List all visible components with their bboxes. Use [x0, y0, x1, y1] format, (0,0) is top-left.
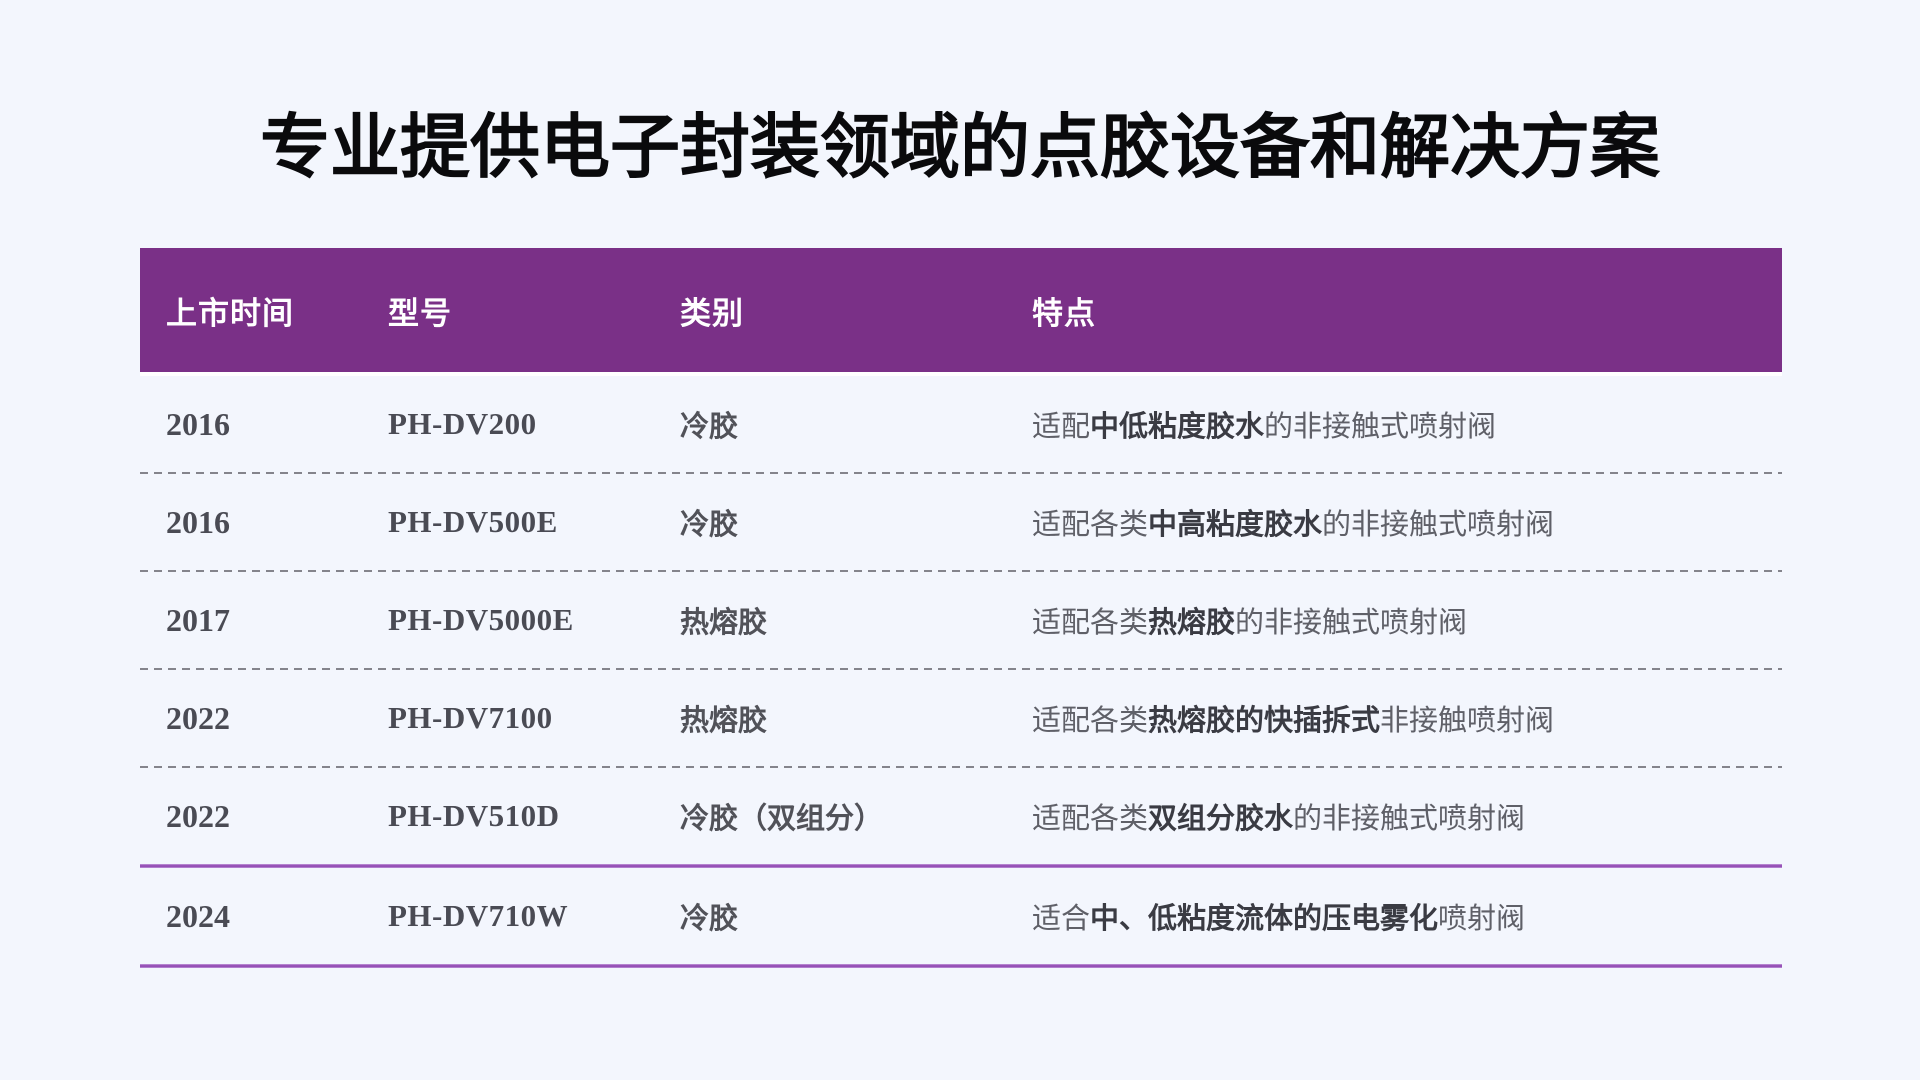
feature-suffix: 喷射阀	[1438, 903, 1526, 935]
feature-bold: 中低粘度胶水	[1090, 411, 1265, 443]
category-cell: 热熔胶	[680, 607, 768, 639]
table-row: 2024 PH-DV710W 冷胶 适合中、低粘度流体的压电雾化喷射阀	[140, 868, 1782, 964]
model-cell: PH-DV5000E	[388, 602, 574, 637]
model-cell: PH-DV510D	[388, 798, 560, 833]
feature-prefix: 适配各类	[1032, 705, 1149, 737]
category-cell: 冷胶	[680, 509, 739, 541]
table-row: 2017 PH-DV5000E 热熔胶 适配各类热熔胶的非接触式喷射阀	[140, 572, 1782, 668]
table-row: 2022 PH-DV510D 冷胶（双组分） 适配各类双组分胶水的非接触式喷射阀	[140, 768, 1782, 864]
feature-prefix: 适配各类	[1032, 607, 1149, 639]
feature-bold: 中、低粘度流体的压电雾化	[1090, 903, 1439, 935]
model-cell: PH-DV7100	[388, 700, 553, 735]
feature-cell: 适配各类双组分胶水的非接触式喷射阀	[1032, 795, 1782, 837]
feature-bold: 双组分胶水	[1148, 803, 1294, 835]
feature-cell: 适配中低粘度胶水的非接触式喷射阀	[1032, 403, 1782, 445]
row-divider-dashed	[140, 766, 1782, 768]
feature-prefix: 适合	[1032, 903, 1091, 935]
year-cell: 2024	[166, 897, 230, 934]
year-cell: 2017	[166, 601, 230, 638]
product-table: 上市时间 型号 类别 特点 2016 PH-DV200 冷胶 适配中低粘度胶水的…	[140, 248, 1782, 968]
table-bottom-border	[140, 964, 1782, 968]
feature-suffix: 的非接触式喷射阀	[1235, 607, 1468, 639]
category-cell: 冷胶（双组分）	[680, 803, 884, 835]
table-row: 2022 PH-DV7100 热熔胶 适配各类热熔胶的快插拆式非接触喷射阀	[140, 670, 1782, 766]
feature-suffix: 的非接触式喷射阀	[1264, 411, 1497, 443]
column-header-features: 特点	[1032, 295, 1096, 331]
model-cell: PH-DV710W	[388, 898, 569, 933]
feature-prefix: 适配各类	[1032, 803, 1149, 835]
year-cell: 2016	[166, 503, 230, 540]
feature-prefix: 适配	[1032, 411, 1091, 443]
column-header-model: 型号	[388, 295, 452, 331]
table-header: 上市时间 型号 类别 特点	[140, 248, 1782, 376]
row-divider-dashed	[140, 472, 1782, 474]
feature-bold: 中高粘度胶水	[1148, 509, 1323, 541]
year-cell: 2022	[166, 699, 230, 736]
category-cell: 冷胶	[680, 411, 739, 443]
table-row: 2016 PH-DV200 冷胶 适配中低粘度胶水的非接触式喷射阀	[140, 376, 1782, 472]
model-cell: PH-DV500E	[388, 504, 558, 539]
feature-cell: 适配各类热熔胶的非接触式喷射阀	[1032, 599, 1782, 641]
year-cell: 2022	[166, 797, 230, 834]
row-divider-solid	[140, 864, 1782, 868]
feature-prefix: 适配各类	[1032, 509, 1149, 541]
row-divider-dashed	[140, 668, 1782, 670]
feature-suffix: 非接触喷射阀	[1380, 705, 1555, 737]
feature-suffix: 的非接触式喷射阀	[1322, 509, 1555, 541]
feature-bold: 热熔胶的快插拆式	[1148, 705, 1381, 737]
feature-cell: 适配各类中高粘度胶水的非接触式喷射阀	[1032, 501, 1782, 543]
column-header-category: 类别	[680, 295, 744, 331]
feature-cell: 适配各类热熔胶的快插拆式非接触喷射阀	[1032, 697, 1782, 739]
table-row: 2016 PH-DV500E 冷胶 适配各类中高粘度胶水的非接触式喷射阀	[140, 474, 1782, 570]
year-cell: 2016	[166, 405, 230, 442]
feature-cell: 适合中、低粘度流体的压电雾化喷射阀	[1032, 895, 1782, 937]
category-cell: 冷胶	[680, 903, 739, 935]
feature-bold: 热熔胶	[1148, 607, 1236, 639]
page-title: 专业提供电子封装领域的点胶设备和解决方案	[260, 108, 1660, 186]
model-cell: PH-DV200	[388, 406, 537, 441]
row-divider-dashed	[140, 570, 1782, 572]
column-header-launch-time: 上市时间	[166, 295, 294, 331]
category-cell: 热熔胶	[680, 705, 768, 737]
feature-suffix: 的非接触式喷射阀	[1293, 803, 1526, 835]
